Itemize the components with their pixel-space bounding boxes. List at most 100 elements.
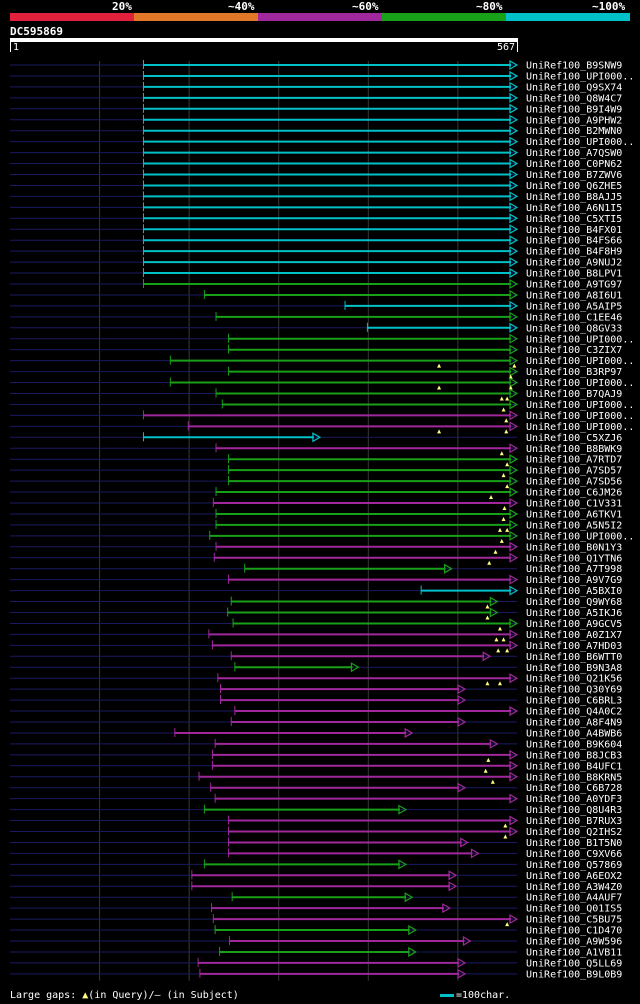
hit-label: UniRef100_A7T998 — [526, 564, 622, 575]
hit-arrow-icon — [509, 235, 519, 246]
query-gap-icon: ▲ — [82, 990, 89, 1001]
hit-arrow-icon — [509, 114, 519, 125]
hit-arrow-icon — [398, 804, 408, 815]
query-gap-icon — [504, 418, 509, 423]
query-gap-icon — [501, 637, 506, 642]
legend-query-text: (in Query)/ — [88, 990, 155, 1001]
hit-label: UniRef100_UPI000.. — [526, 356, 634, 367]
hit-label: UniRef100_B8BWK9 — [526, 444, 622, 455]
hit-label: UniRef100_Q9SX74 — [526, 82, 622, 93]
query-gap-icon — [497, 626, 502, 631]
hit-arrow-icon — [457, 684, 467, 695]
hit-arrow-icon — [509, 103, 519, 114]
hit-arrow-icon — [404, 892, 414, 903]
hit-arrow-icon — [482, 651, 492, 662]
hit-label: UniRef100_C0PN62 — [526, 159, 622, 170]
query-end-tick — [517, 42, 518, 52]
hit-arrow-icon — [509, 443, 519, 454]
query-gap-icon — [505, 484, 510, 489]
hit-arrow-icon — [509, 454, 519, 465]
subject-gap-icon: — — [154, 990, 161, 1001]
scale-segment-80 — [382, 13, 506, 21]
hit-label: UniRef100_C5XZJ6 — [526, 433, 622, 444]
scale-label-60: ~60% — [352, 0, 379, 13]
hit-arrow-icon — [509, 311, 519, 322]
query-gap-icon — [499, 451, 504, 456]
query-gap-icon — [490, 779, 495, 784]
hit-arrow-icon — [448, 881, 458, 892]
hit-arrow-icon — [448, 870, 458, 881]
hit-arrow-icon — [509, 224, 519, 235]
hit-label: UniRef100_Q4A0C2 — [526, 707, 622, 718]
hit-label: UniRef100_A0YDF3 — [526, 794, 622, 805]
query-gap-icon — [485, 615, 490, 620]
query-gap-icon — [497, 681, 502, 686]
hit-label: UniRef100_C6JM26 — [526, 488, 622, 499]
hit-arrow-icon — [489, 607, 499, 618]
hit-arrow-icon — [509, 355, 519, 366]
scale-segment-20 — [10, 13, 134, 21]
hit-label: UniRef100_A9GCV5 — [526, 619, 622, 630]
query-gap-icon — [501, 473, 506, 478]
hit-arrow-icon — [509, 914, 519, 925]
hit-arrow-icon — [509, 202, 519, 213]
hit-label: UniRef100_C6BRL3 — [526, 696, 622, 707]
query-start-tick — [10, 42, 11, 52]
query-gap-icon — [497, 527, 502, 532]
hit-label: UniRef100_Q9WY68 — [526, 597, 622, 608]
legend-gaps-text: Large gaps: — [10, 990, 77, 1001]
query-gap-icon — [437, 363, 442, 368]
hit-label: UniRef100_UPI000.. — [526, 378, 634, 389]
hit-arrow-icon — [408, 925, 417, 936]
hit-label: UniRef100_A9V7G9 — [526, 575, 622, 586]
query-end-pos: 567 — [497, 42, 516, 53]
hit-label: UniRef100_A5AIP5 — [526, 301, 622, 312]
query-gap-icon — [508, 374, 513, 379]
hit-arrow-icon — [444, 563, 453, 574]
hit-arrow-icon — [457, 968, 467, 979]
query-gap-icon — [501, 516, 506, 521]
hit-arrow-icon — [509, 333, 519, 344]
hit-label: UniRef100_A8F4N9 — [526, 718, 622, 729]
hit-label: UniRef100_B2MWN0 — [526, 126, 622, 137]
scale-segment-100 — [506, 13, 630, 21]
query-gap-icon — [437, 429, 442, 434]
query-gap-icon — [512, 363, 517, 368]
hit-arrow-icon — [509, 344, 519, 355]
hit-label: UniRef100_B8JCB3 — [526, 750, 622, 761]
hit-arrow-icon — [509, 169, 519, 180]
hit-label: UniRef100_A6TKV1 — [526, 509, 622, 520]
hit-label: UniRef100_A7QSW0 — [526, 148, 622, 159]
hit-arrow-icon — [509, 278, 519, 290]
hit-label: UniRef100_C3ZIX7 — [526, 345, 622, 356]
hit-label: UniRef100_Q57869 — [526, 860, 622, 871]
hit-arrow-icon — [509, 147, 519, 158]
query-gap-icon — [508, 385, 513, 390]
hit-arrow-icon — [457, 695, 467, 706]
hit-label: UniRef100_UPI000.. — [526, 137, 634, 148]
hit-arrow-icon — [398, 859, 408, 870]
hit-arrow-icon — [509, 125, 519, 136]
hit-label: UniRef100_A7SD56 — [526, 477, 622, 488]
scale-segment-40 — [134, 13, 258, 21]
scale-swatch-icon — [440, 993, 454, 997]
hit-arrow-icon — [470, 848, 480, 859]
query-line — [10, 38, 518, 42]
hit-arrow-icon — [509, 70, 519, 81]
query-gap-icon — [503, 834, 508, 839]
hit-arrow-icon — [509, 366, 519, 377]
hit-arrow-icon — [509, 322, 519, 333]
hit-arrow-icon — [509, 465, 519, 476]
hit-label: UniRef100_B6WTT0 — [526, 652, 622, 663]
hit-arrow-icon — [509, 399, 519, 410]
hit-label: UniRef100_B9L0B9 — [526, 969, 622, 980]
hit-arrow-icon — [457, 716, 467, 728]
query-gap-icon — [504, 429, 509, 434]
hit-label: UniRef100_A4AUF7 — [526, 893, 622, 904]
hit-arrow-icon — [509, 826, 519, 837]
hit-arrow-icon — [457, 782, 467, 793]
hit-arrow-icon — [442, 903, 452, 914]
hit-arrow-icon — [509, 268, 519, 279]
hit-label: UniRef100_B9K604 — [526, 739, 622, 750]
hit-label: UniRef100_B9SNW9 — [526, 61, 622, 72]
